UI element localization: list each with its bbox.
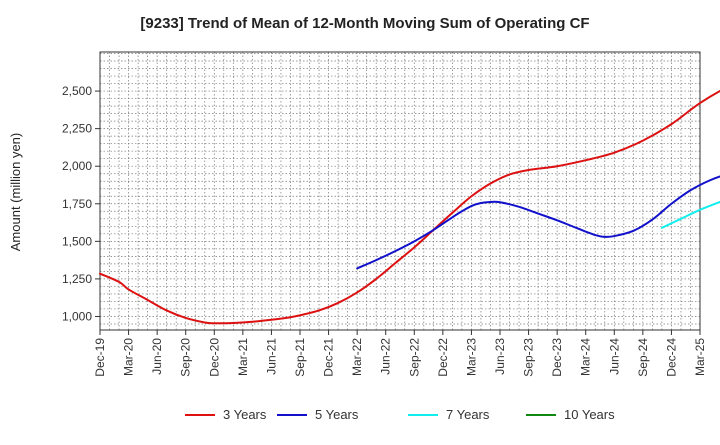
series-line-7-years: [660, 200, 720, 229]
series-line-3-years: [99, 89, 720, 325]
legend: 3 Years 5 Years 7 Years 10 Years: [185, 407, 615, 422]
grid-layer: [99, 52, 701, 330]
x-tick-label: Jun-20: [150, 338, 164, 375]
y-tick-label: 2,500: [62, 84, 92, 98]
y-axis-label: Amount (million yen): [8, 133, 23, 252]
legend-label-5-years: 5 Years: [315, 407, 359, 422]
series-line-5-years: [356, 175, 720, 270]
y-tick-label: 1,250: [62, 272, 92, 286]
x-tick-label: Jun-21: [264, 338, 278, 375]
x-tick-label: Mar-22: [350, 338, 364, 376]
x-tick-label: Dec-22: [436, 338, 450, 377]
x-tick-label: Dec-24: [664, 338, 678, 377]
x-tick-label: Sep-21: [293, 338, 307, 377]
y-tick-label: 2,250: [62, 122, 92, 136]
x-tick-label: Dec-19: [93, 338, 107, 377]
plot-area: [100, 52, 700, 330]
x-tick-label: Sep-24: [636, 338, 650, 377]
x-tick-label: Dec-23: [550, 338, 564, 377]
axis-layer: 1,000 1,250 1,500 1,750 2,000 2,250 2,500 Dec-1…: [62, 51, 707, 377]
x-tick-label: Mar-21: [236, 338, 250, 376]
plot-border: [99, 51, 701, 331]
x-tick-label: Jun-22: [379, 338, 393, 375]
x-tick-label: Jun-24: [607, 338, 621, 375]
x-tick-label: Sep-23: [522, 338, 536, 377]
x-tick-label: Mar-20: [122, 338, 136, 376]
x-tick-label: Dec-20: [207, 338, 221, 377]
y-tick-label: 2,000: [62, 159, 92, 173]
y-tick-label: 1,000: [62, 309, 92, 323]
legend-label-7-years: 7 Years: [446, 407, 490, 422]
series-layer: [99, 89, 720, 325]
legend-label-3-years: 3 Years: [223, 407, 267, 422]
x-tick-label: Sep-20: [179, 338, 193, 377]
chart-title: [9233] Trend of Mean of 12-Month Moving …: [140, 15, 589, 32]
x-tick-label: Mar-24: [579, 338, 593, 376]
x-tick-label: Mar-23: [464, 338, 478, 376]
legend-label-10-years: 10 Years: [564, 407, 615, 422]
x-tick-label: Sep-22: [407, 338, 421, 377]
y-tick-label: 1,750: [62, 197, 92, 211]
x-tick-label: Jun-23: [493, 338, 507, 375]
x-tick-label: Mar-25: [693, 338, 707, 376]
x-tick-label: Dec-21: [322, 338, 336, 377]
y-tick-label: 1,500: [62, 234, 92, 248]
